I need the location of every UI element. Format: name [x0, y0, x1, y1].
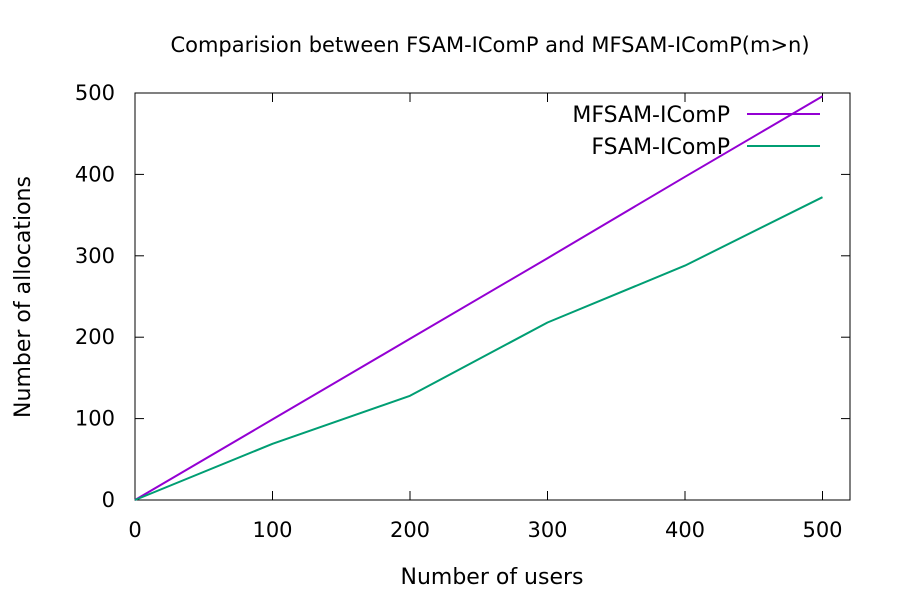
- x-tick-label: 400: [665, 518, 705, 542]
- chart-title: Comparision between FSAM-IComP and MFSAM…: [170, 33, 809, 57]
- series-line-mfsam-icomp: [134, 95, 824, 501]
- y-tick-label: 300: [75, 244, 115, 268]
- legend: MFSAM-IComP FSAM-IComP: [572, 103, 820, 160]
- x-axis-label: Number of users: [400, 565, 583, 590]
- axis-ticks: 0 100 200 300 400 500 0 100 200 300 400 500: [75, 81, 850, 542]
- x-tick-label: 0: [128, 518, 141, 542]
- y-tick-label: 100: [75, 407, 115, 431]
- plot-area-frame: [134, 92, 851, 501]
- series-line-fsam-icomp: [134, 196, 823, 501]
- legend-label-mfsam-icomp: MFSAM-IComP: [572, 103, 730, 128]
- y-tick-label: 500: [75, 81, 115, 105]
- x-tick-label: 300: [527, 518, 567, 542]
- y-tick-label: 200: [75, 325, 115, 349]
- legend-label-fsam-icomp: FSAM-IComP: [591, 135, 730, 160]
- y-axis-label: Number of allocations: [11, 176, 36, 418]
- x-tick-label: 500: [802, 518, 842, 542]
- series-layer: [134, 95, 824, 501]
- x-tick-label: 200: [390, 518, 430, 542]
- y-tick-label: 400: [75, 162, 115, 186]
- x-tick-label: 100: [252, 518, 292, 542]
- y-tick-label: 0: [102, 488, 115, 512]
